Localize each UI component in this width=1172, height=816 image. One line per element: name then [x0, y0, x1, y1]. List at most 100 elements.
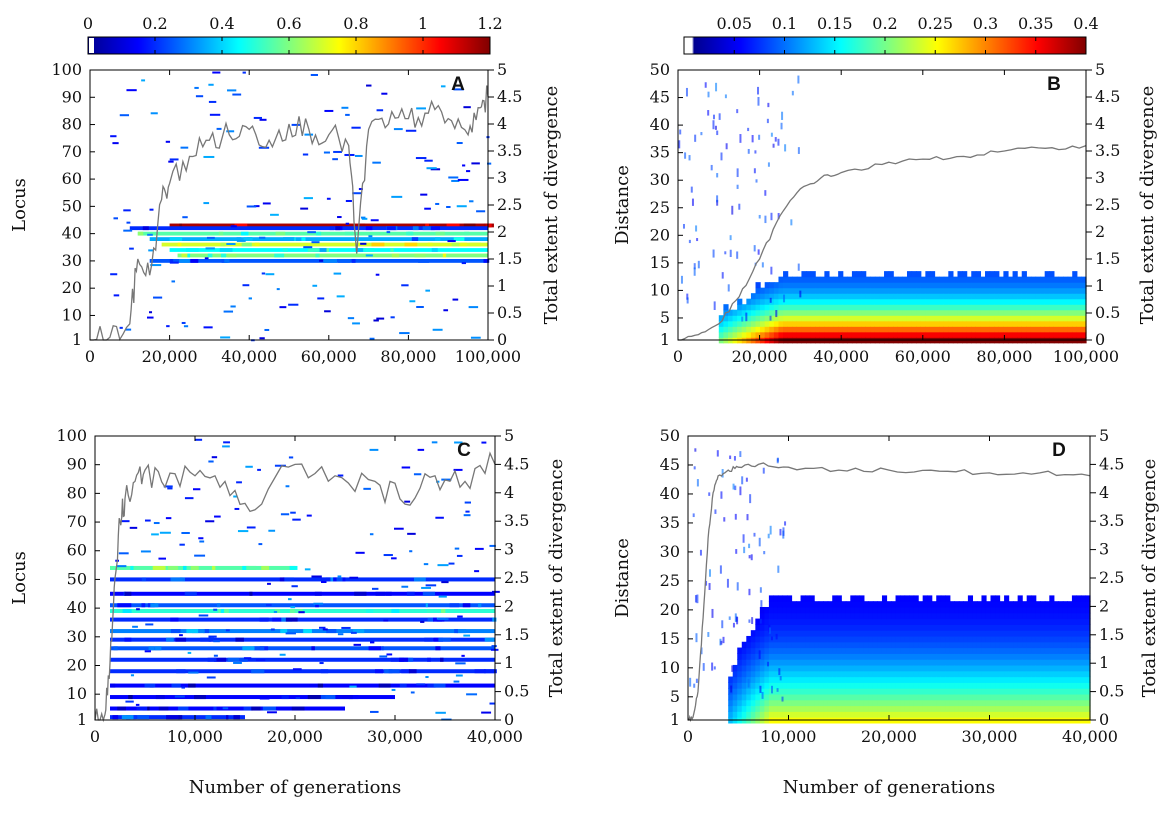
heatmap-cell	[1080, 688, 1087, 695]
heatmap-cell	[900, 595, 906, 602]
heatmap-cell	[995, 595, 1001, 602]
heatmap-cell	[1040, 705, 1046, 712]
heatmap-cell	[791, 693, 797, 701]
heatmap-cell	[881, 635, 888, 643]
heatmap-cell	[827, 618, 833, 625]
heatmap-cell	[1053, 315, 1060, 322]
heatmap-cell	[940, 630, 946, 637]
heatmap-speck	[317, 297, 325, 300]
heatmap-speck	[270, 213, 279, 216]
heatmap-speck	[110, 135, 117, 138]
heatmap-cell	[764, 693, 770, 701]
heatmap-cell	[856, 320, 862, 327]
heatmap-cell	[814, 653, 820, 660]
heatmap-band-streak	[427, 657, 431, 662]
heatmap-cell	[1026, 315, 1032, 322]
heatmap-cell	[895, 659, 901, 666]
heatmap-cell	[949, 664, 955, 672]
heatmap-cell	[1017, 647, 1023, 654]
heatmap-cell	[967, 699, 974, 707]
heatmap-cell	[966, 276, 972, 283]
heatmap-band-streak	[355, 248, 366, 252]
heatmap-cell	[863, 705, 869, 712]
heatmap-cell	[1080, 705, 1087, 712]
heatmap-cell	[796, 326, 803, 333]
heatmap-cell	[1071, 653, 1078, 660]
heatmap-cell	[881, 682, 888, 689]
heatmap-speck	[736, 251, 739, 259]
heatmap-cell	[786, 659, 793, 666]
heatmap-speck	[743, 546, 746, 554]
heatmap-cell	[810, 331, 816, 338]
heatmap-cell	[1044, 331, 1050, 338]
heatmap-speck	[748, 543, 751, 549]
heatmap-speck	[455, 662, 466, 665]
heatmap-cell	[954, 635, 960, 643]
heatmap-cell	[957, 276, 963, 283]
heatmap-cell	[995, 693, 1001, 701]
heatmap-cell	[1067, 682, 1073, 689]
heatmap-speck	[690, 186, 693, 193]
heatmap-cell	[931, 699, 937, 707]
heatmap-cell	[1053, 664, 1059, 672]
heatmap-cell	[865, 287, 871, 294]
heatmap-cell	[1063, 309, 1069, 316]
heatmap-cell	[925, 315, 931, 322]
heatmap-cell	[1085, 676, 1091, 683]
heatmap-cell	[800, 618, 806, 625]
heatmap-speck	[223, 310, 234, 313]
heatmap-cell	[1049, 676, 1055, 683]
y2-tick-label: 0	[504, 710, 514, 729]
heatmap-cell	[809, 670, 815, 678]
heatmap-cell	[872, 711, 879, 718]
heatmap-cell	[741, 641, 747, 649]
heatmap-cell	[895, 664, 901, 672]
heatmap-cell	[786, 711, 793, 718]
heatmap-cell	[809, 601, 815, 608]
heatmap-cell	[801, 331, 807, 338]
heatmap-cell	[949, 606, 955, 614]
heatmap-cell	[1071, 641, 1078, 649]
heatmap-cell	[911, 282, 917, 289]
y2-tick-label: 1	[1095, 276, 1105, 295]
heatmap-cell	[777, 653, 784, 660]
heatmap-cell	[995, 659, 1001, 666]
heatmap-cell	[945, 641, 951, 649]
heatmap-cell	[824, 326, 830, 333]
heatmap-speck	[447, 240, 456, 243]
heatmap-speck	[208, 83, 214, 86]
heatmap-cell	[768, 659, 775, 666]
heatmap-cell	[859, 612, 865, 620]
heatmap-cell	[939, 287, 945, 294]
heatmap-cell	[791, 676, 797, 683]
heatmap-cell	[963, 670, 969, 678]
heatmap-cell	[832, 612, 838, 620]
heatmap-cell	[863, 676, 869, 683]
heatmap-cell	[841, 682, 847, 689]
heatmap-cell	[815, 276, 821, 283]
heatmap-band-streak	[399, 683, 407, 688]
heatmap-speck	[150, 112, 158, 115]
heatmap-cell	[904, 688, 910, 695]
heatmap-cell	[920, 315, 926, 322]
heatmap-cell	[925, 282, 931, 289]
heatmap-cell	[1004, 606, 1010, 614]
heatmap-cell	[833, 276, 839, 283]
heatmap-cell	[886, 711, 892, 718]
heatmap-cell	[1081, 276, 1087, 283]
heatmap-cell	[963, 688, 969, 695]
heatmap-cell	[1017, 635, 1023, 643]
heatmap-cell	[972, 624, 978, 631]
heatmap-cell	[1022, 653, 1028, 660]
y2-tick-label: 5	[497, 60, 507, 79]
heatmap-cell	[958, 606, 964, 614]
heatmap-cell	[1062, 659, 1068, 666]
heatmap-cell	[877, 635, 883, 643]
heatmap-cell	[832, 630, 838, 637]
heatmap-cell	[863, 682, 869, 689]
heatmap-cell	[796, 641, 802, 649]
heatmap-speck	[417, 448, 425, 451]
heatmap-cell	[782, 705, 788, 712]
heatmap-cell	[782, 635, 788, 643]
heatmap-cell	[737, 664, 743, 672]
